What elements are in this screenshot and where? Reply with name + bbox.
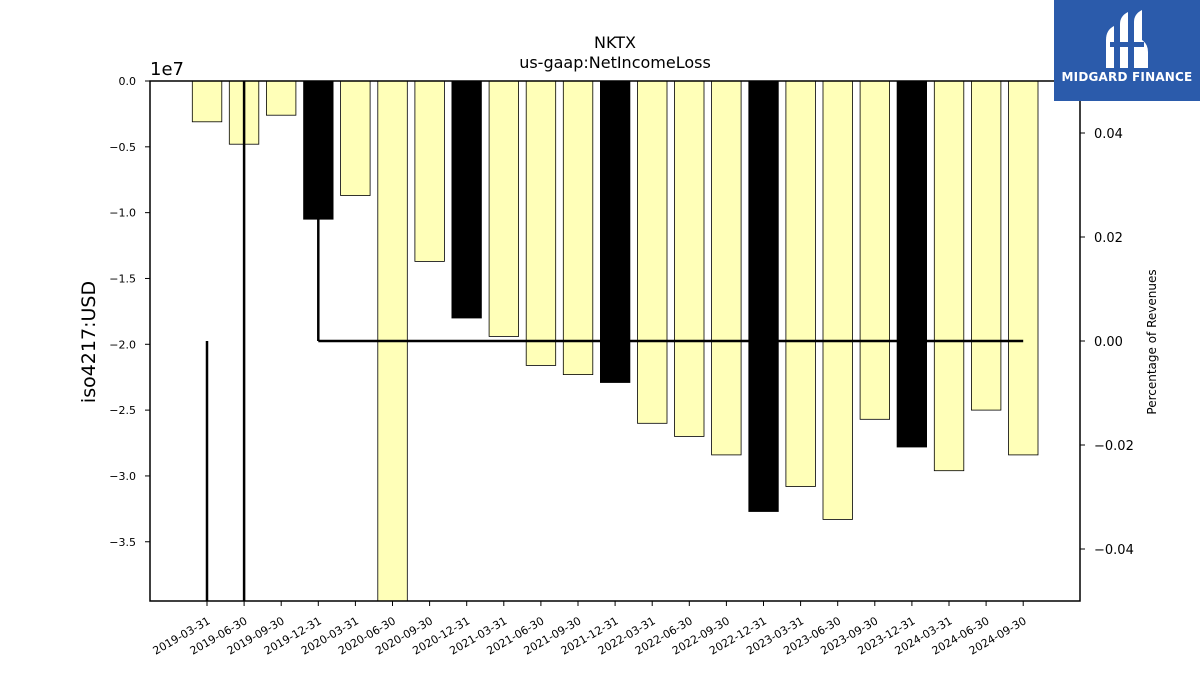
y-tick-label: 0.0 — [119, 75, 137, 88]
logo-text: MIDGARD FINANCE — [1061, 70, 1193, 84]
midgard-finance-logo: MIDGARD FINANCE — [1054, 0, 1200, 101]
bar-2023-12-31 — [896, 80, 927, 448]
bar-2024-09-30 — [1008, 80, 1039, 456]
y-tick-label: −0.5 — [109, 141, 136, 154]
bar-2021-09-30 — [562, 80, 594, 376]
bar-2022-06-30 — [674, 80, 705, 437]
bar-2023-03-31 — [785, 80, 816, 487]
y-tick-label: −3.0 — [109, 470, 136, 483]
bar-2022-03-31 — [637, 80, 668, 424]
bar-2021-03-31 — [488, 80, 520, 337]
bar-2019-03-31 — [191, 80, 223, 123]
y-axis-offset-label: 1e7 — [150, 59, 184, 80]
bar-2020-12-31 — [451, 80, 482, 319]
bar-2021-06-30 — [525, 80, 557, 366]
y-tick-label: −1.5 — [109, 272, 136, 285]
percentage-line-group — [205, 81, 1024, 601]
bar-2023-06-30 — [822, 80, 853, 520]
y2-axis-label: Percentage of Revenues — [1145, 269, 1159, 414]
bar-2021-12-31 — [600, 80, 631, 383]
y2-tick-label: 0.02 — [1094, 231, 1123, 246]
y2-tick-label: 0.00 — [1094, 335, 1123, 350]
y-tick-label: −2.0 — [109, 338, 136, 351]
y-axis-label: iso4217:USD — [78, 281, 100, 403]
bar-2020-09-30 — [414, 80, 445, 262]
bar-2022-12-31 — [748, 80, 779, 512]
y2-tick-label: −0.02 — [1094, 439, 1134, 454]
y2-tick-label: 0.04 — [1094, 127, 1123, 142]
bar-2023-09-30 — [859, 80, 890, 420]
bar-2019-09-30 — [265, 80, 297, 116]
midgard-logo-icon — [1106, 10, 1148, 68]
y2-tick-label: −0.04 — [1094, 543, 1134, 558]
bar-2022-09-30 — [711, 80, 742, 456]
chart-subtitle: us-gaap:NetIncomeLoss — [519, 53, 711, 72]
bar-2024-03-31 — [933, 80, 965, 472]
bars-group — [191, 80, 1039, 602]
y-tick-label: −1.0 — [109, 207, 136, 220]
y-tick-label: −2.5 — [109, 404, 136, 417]
bar-2020-03-31 — [340, 80, 371, 196]
chart-title: NKTX — [594, 33, 636, 52]
y-tick-label: −3.5 — [109, 536, 136, 549]
bar-2024-06-30 — [971, 80, 1002, 411]
